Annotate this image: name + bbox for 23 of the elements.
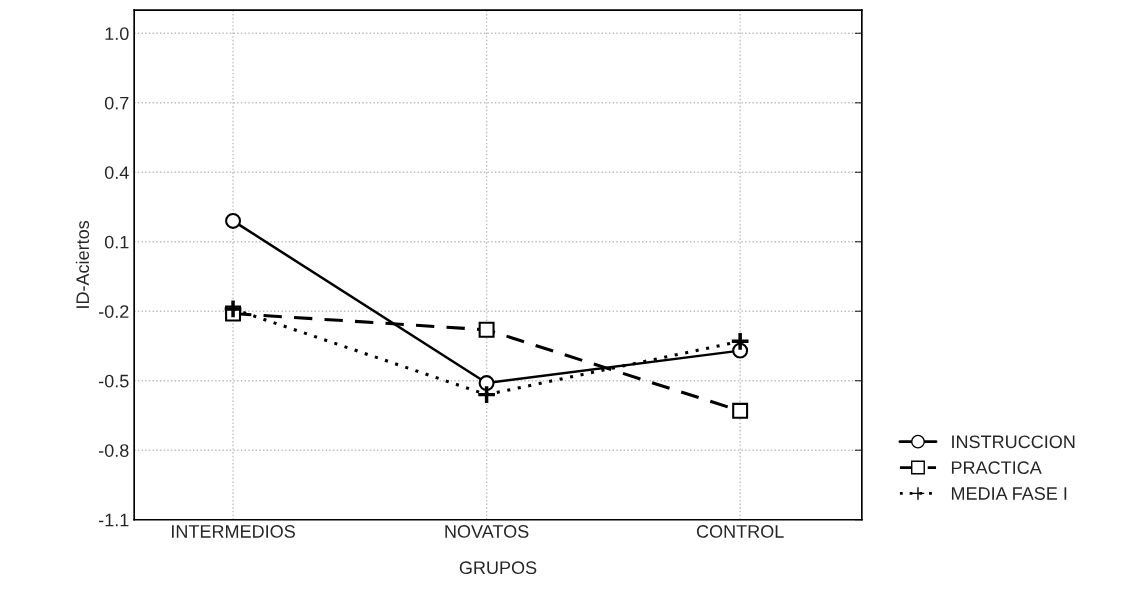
point: [476, 384, 497, 405]
y-tick-label: 0.7: [104, 96, 129, 110]
point: [478, 375, 495, 392]
y-tick-label: -0.2: [99, 305, 129, 318]
legend-label: MEDIA FASE I: [951, 487, 1067, 500]
x-tick-label: CONTROL: [696, 525, 784, 538]
y-tick-label: -0.8: [99, 444, 129, 457]
x-tick-label: NOVATOS: [445, 525, 529, 538]
point: [732, 402, 749, 419]
point: [730, 331, 751, 352]
y-tick-label: -0.5: [99, 374, 129, 388]
y-tick-label: 1.0: [105, 27, 129, 41]
x-axis-title: GRUPOS: [459, 561, 537, 575]
legend-label: PRACTICA: [951, 461, 1042, 475]
y-tick-label: 0.1: [104, 235, 129, 249]
y-tick-label: 0.4: [104, 166, 129, 179]
legend-label: INSTRUCCION: [952, 435, 1075, 449]
x-tick-label: INTERMEDIOS: [172, 525, 295, 538]
y-tick-label: -1.1: [99, 513, 129, 527]
point: [225, 212, 242, 229]
y-axis-title: ID-Aciertos: [75, 220, 90, 308]
point: [222, 298, 244, 319]
point: [478, 321, 495, 338]
